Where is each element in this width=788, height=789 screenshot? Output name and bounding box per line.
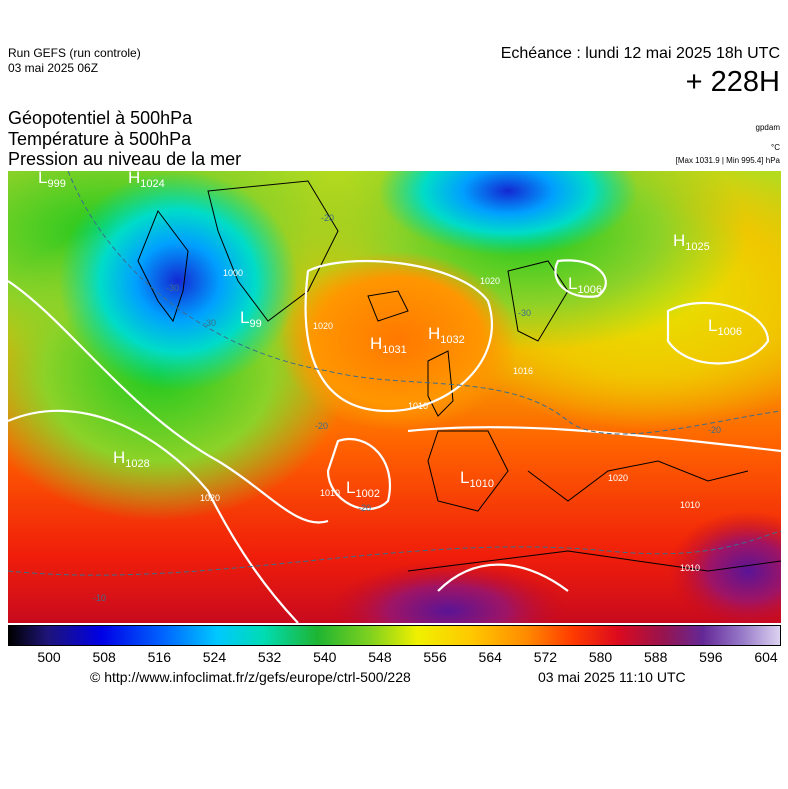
colorbar-label: 500 [37,649,61,665]
isotherm-label: -20 [321,213,334,223]
pressure-center: L1010 [460,468,494,490]
title: Géopotentiel à 500hPa [8,108,193,128]
center-type: H [428,324,440,343]
valid-time: Echéance : lundi 12 mai 2025 18h UTC [500,45,780,62]
isobar-label: 1010 [680,500,700,510]
colorbar-label: 548 [368,649,392,665]
colorbar-label: 564 [478,649,502,665]
pressure-center: L99 [240,308,262,330]
pressure-center: H1028 [113,448,150,470]
lead-time: + 228H [685,66,780,98]
colorbar-label: 604 [754,649,778,665]
pressure-center: H1031 [370,334,407,356]
center-value: 1032 [440,334,464,346]
center-value: 1024 [140,178,164,190]
isobar-label: 1020 [313,321,333,331]
isotherm-label: -10 [93,593,106,603]
center-type: L [460,468,469,487]
run-name: Run GEFS (run controle) [8,46,141,60]
isobar-label: 1020 [480,276,500,286]
isotherm-label: -30 [518,308,531,318]
center-value: 1010 [469,478,493,490]
colorbar-label: 556 [423,649,447,665]
colorbar-label: 588 [644,649,668,665]
colorbar-label: 596 [699,649,723,665]
center-value: 1025 [685,241,709,253]
colorbar-label: 532 [257,649,282,665]
title: Température à 500hPa [8,129,192,149]
isotherm-label: -30 [203,318,216,328]
colorbar-label: 516 [147,649,171,665]
center-type: L [38,171,47,187]
map: L999 H1024L99H1031H1032L1006H1025L1006H10… [8,171,781,623]
center-type: H [113,448,125,467]
pressure-center: H1024 [128,171,165,190]
color-bar [8,625,781,646]
isobar-label: 1016 [513,366,533,376]
colorbar-label: 540 [313,649,337,665]
isobar-label: 1010 [680,563,700,573]
isobar-label: 1020 [200,493,220,503]
center-type: H [673,231,685,250]
unit: gpdam [755,123,780,132]
center-value: 99 [249,318,261,330]
center-value: 1006 [717,326,741,338]
pressure-center: H1025 [673,231,710,253]
isotherm-label: -20 [358,503,371,513]
unit: [Max 1031.9 | Min 995.4] hPa [675,156,780,165]
colorbar-label: 524 [202,649,227,665]
colorbar-label: 580 [588,649,613,665]
center-value: 1028 [125,458,149,470]
center-type: L [346,478,355,497]
center-type: L [568,274,577,293]
pressure-center: L999 [38,171,66,190]
center-value: 1002 [355,488,379,500]
colorbar-label: 572 [533,649,558,665]
pressure-center: L1006 [568,274,602,296]
center-value: 1006 [577,284,601,296]
colorbar-label: 508 [92,649,116,665]
pressure-center: L1006 [708,316,742,338]
center-type: H [370,334,382,353]
center-value: 1031 [382,344,406,356]
isobar-label: 1020 [608,473,628,483]
pressure-center: H1032 [428,324,465,346]
isobar-label: 1000 [223,268,243,278]
title: Pression au niveau de la mer [8,149,242,169]
unit: °C [771,143,780,152]
run-date: 03 mai 2025 06Z [8,61,99,75]
source-url: © http://www.infoclimat.fr/z/gefs/europe… [90,669,411,685]
isotherm-label: -20 [315,421,328,431]
center-type: L [708,316,717,335]
isobar-label: 1010 [408,401,428,411]
isobar-label: 1010 [320,488,340,498]
center-value: 999 [47,178,65,190]
center-type: L [240,308,249,327]
pressure-center: L1002 [346,478,380,500]
isotherm-label: -30 [166,283,179,293]
center-type: H [128,171,140,187]
generated-time: 03 mai 2025 11:10 UTC [538,669,686,685]
isotherm-label: -20 [708,425,721,435]
